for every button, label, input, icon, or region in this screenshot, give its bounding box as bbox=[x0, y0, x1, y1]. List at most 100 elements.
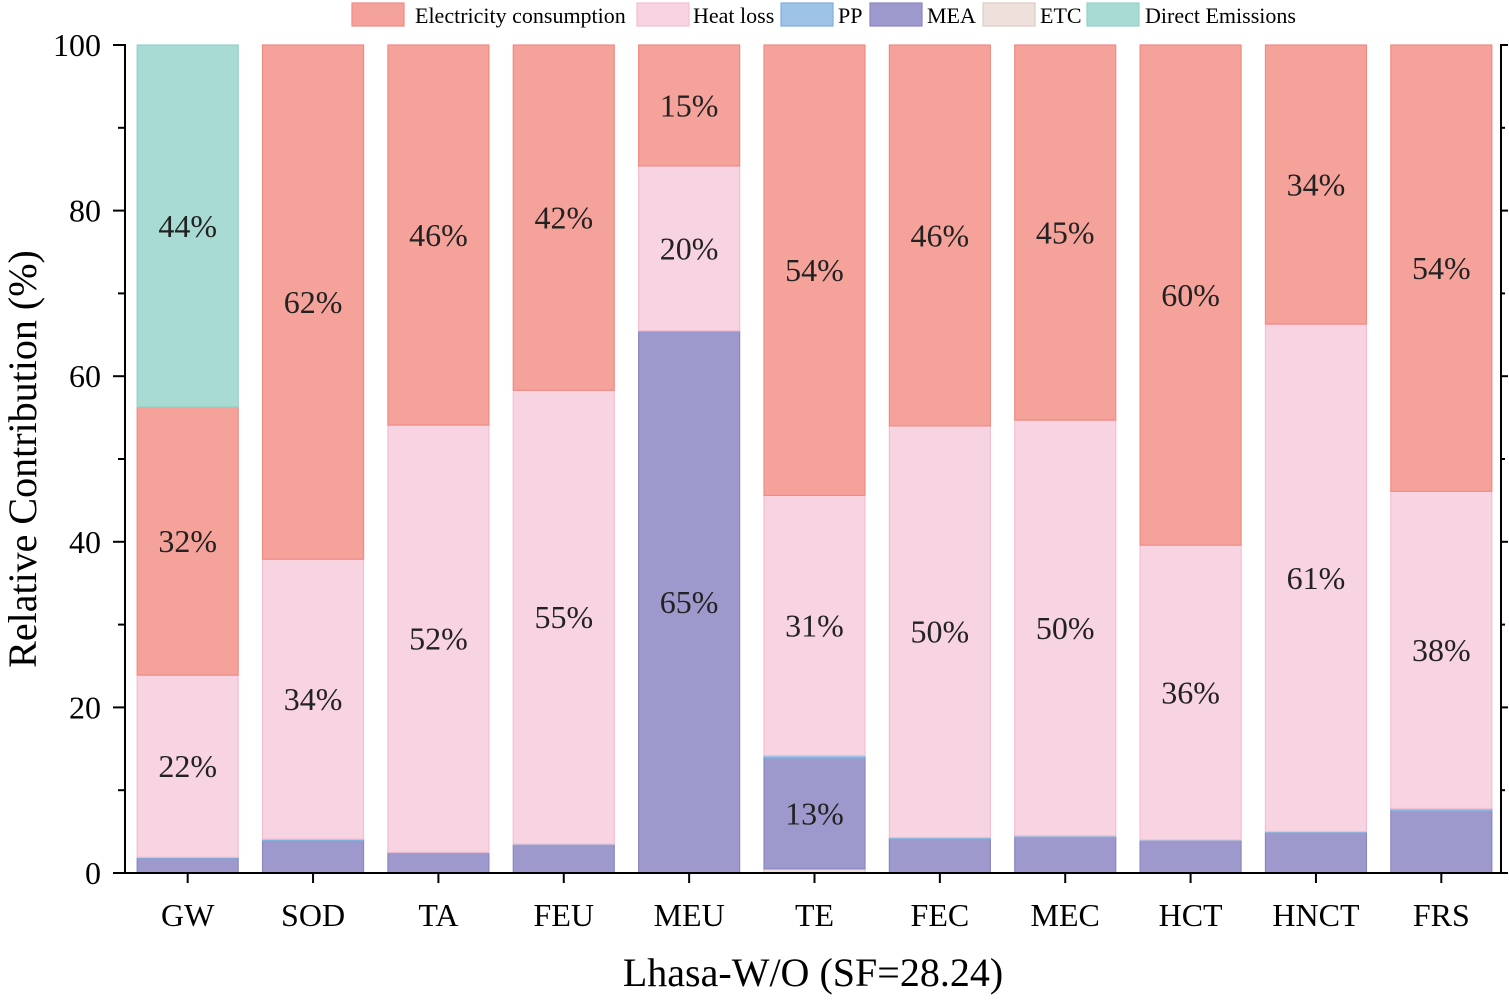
bar-segment-hct-mea bbox=[1139, 840, 1242, 874]
data-label-gw-direct-emissions: 44% bbox=[158, 208, 217, 244]
axis-ticks bbox=[113, 44, 1508, 883]
y-tick-label-20: 20 bbox=[69, 689, 101, 725]
x-tick-label-te: TE bbox=[795, 897, 834, 933]
legend-label-etc: ETC bbox=[1040, 3, 1082, 28]
bar-segment-frs-mea bbox=[1390, 810, 1493, 874]
y-tick-label-40: 40 bbox=[69, 524, 101, 560]
bar-segment-fec-mea bbox=[888, 838, 991, 874]
data-label-te-electricity-consumption: 54% bbox=[785, 252, 844, 288]
data-label-hnct-electricity-consumption: 34% bbox=[1287, 167, 1346, 203]
data-label-ta-heat-loss: 52% bbox=[409, 621, 468, 657]
legend-label-electricity-consumption: Electricity consumption bbox=[415, 3, 626, 28]
x-tick-label-fec: FEC bbox=[911, 897, 970, 933]
bar-segment-ta-heat-loss bbox=[387, 424, 490, 853]
bar-meu bbox=[638, 44, 741, 874]
bar-segment-sod-electricity-consumption bbox=[261, 44, 365, 560]
data-label-meu-mea: 65% bbox=[660, 584, 719, 620]
bar-segment-hct-heat-loss bbox=[1139, 544, 1242, 841]
bar-segment-gw-mea bbox=[136, 857, 239, 874]
bar-segment-ta-electricity-consumption bbox=[387, 44, 490, 426]
x-tick-label-gw: GW bbox=[161, 897, 215, 933]
bar-segment-gw-electricity-consumption bbox=[136, 406, 239, 676]
y-tick-label-0: 0 bbox=[85, 855, 101, 891]
data-label-feu-heat-loss: 55% bbox=[534, 599, 593, 635]
data-label-frs-electricity-consumption: 54% bbox=[1412, 250, 1471, 286]
legend-swatch-direct-emissions bbox=[1086, 2, 1140, 27]
bar-segment-meu-mea bbox=[638, 330, 741, 874]
data-label-frs-heat-loss: 38% bbox=[1412, 632, 1471, 668]
bar-segment-frs-heat-loss bbox=[1390, 490, 1493, 810]
bar-segment-mec-heat-loss bbox=[1014, 419, 1117, 837]
legend-label-heat-loss: Heat loss bbox=[693, 3, 774, 28]
data-label-feu-electricity-consumption: 42% bbox=[534, 200, 593, 236]
bar-fec bbox=[888, 44, 991, 874]
bar-segment-feu-electricity-consumption bbox=[512, 44, 615, 391]
bars bbox=[136, 44, 1493, 874]
bar-segment-feu-mea bbox=[512, 844, 615, 874]
legend-item-direct-emissions: Direct Emissions bbox=[1086, 2, 1296, 28]
legend-swatch-pp bbox=[780, 2, 834, 27]
bar-segment-gw-direct-emissions bbox=[136, 44, 239, 408]
legend-swatch-heat-loss bbox=[636, 2, 690, 27]
bar-frs bbox=[1390, 44, 1493, 874]
bar-segment-hct-electricity-consumption bbox=[1139, 44, 1242, 546]
bar-segment-sod-mea bbox=[261, 840, 365, 874]
bar-segment-feu-heat-loss bbox=[512, 389, 615, 845]
x-tick-label-sod: SOD bbox=[281, 897, 345, 933]
bar-hnct bbox=[1264, 44, 1368, 874]
legend-swatch-mea bbox=[869, 2, 923, 27]
x-tick-label-hnct: HNCT bbox=[1272, 897, 1360, 933]
data-label-sod-heat-loss: 34% bbox=[284, 681, 343, 717]
bar-segment-sod-heat-loss bbox=[261, 558, 365, 840]
data-label-fec-electricity-consumption: 46% bbox=[911, 217, 970, 253]
legend-item-mea: MEA bbox=[869, 2, 976, 28]
bar-segment-fec-electricity-consumption bbox=[888, 44, 991, 427]
bar-segment-frs-electricity-consumption bbox=[1390, 44, 1493, 492]
bar-hct bbox=[1139, 44, 1242, 874]
data-label-fec-heat-loss: 50% bbox=[911, 614, 970, 650]
legend-item-etc: ETC bbox=[982, 2, 1082, 28]
data-label-gw-heat-loss: 22% bbox=[158, 748, 217, 784]
legend-label-direct-emissions: Direct Emissions bbox=[1145, 3, 1296, 28]
legend-label-pp: PP bbox=[838, 3, 862, 28]
bar-segment-te-mea bbox=[763, 757, 866, 870]
data-label-sod-electricity-consumption: 62% bbox=[284, 284, 343, 320]
x-tick-label-hct: HCT bbox=[1159, 897, 1223, 933]
data-label-mec-heat-loss: 50% bbox=[1036, 610, 1095, 646]
bar-segment-ta-mea bbox=[387, 852, 490, 874]
bar-segment-te-heat-loss bbox=[763, 494, 866, 757]
x-tick-label-mec: MEC bbox=[1031, 897, 1100, 933]
data-label-ta-electricity-consumption: 46% bbox=[409, 217, 468, 253]
legend-item-electricity-consumption: Electricity consumption bbox=[351, 2, 626, 28]
data-label-meu-electricity-consumption: 15% bbox=[660, 87, 719, 123]
data-label-te-mea: 13% bbox=[785, 795, 844, 831]
x-tick-label-ta: TA bbox=[418, 897, 458, 933]
x-tick-labels: GW SOD TA FEU MEU TE FEC MEC HCT HNCT FRS bbox=[161, 897, 1470, 933]
data-label-te-heat-loss: 31% bbox=[785, 607, 844, 643]
y-tick-label-60: 60 bbox=[69, 358, 101, 394]
data-label-meu-heat-loss: 20% bbox=[660, 230, 719, 266]
bar-segment-gw-heat-loss bbox=[136, 674, 239, 858]
bar-segment-mec-electricity-consumption bbox=[1014, 44, 1117, 421]
bar-feu bbox=[512, 44, 615, 874]
x-tick-label-frs: FRS bbox=[1413, 897, 1470, 933]
bar-mec bbox=[1014, 44, 1117, 874]
y-tick-label-100: 100 bbox=[53, 27, 101, 63]
y-tick-labels: 0 20 40 60 80 100 bbox=[53, 27, 101, 891]
bar-segment-meu-electricity-consumption bbox=[638, 44, 741, 167]
data-label-hnct-heat-loss: 61% bbox=[1287, 560, 1346, 596]
bar-segment-hnct-electricity-consumption bbox=[1264, 44, 1368, 325]
bar-segment-hnct-mea bbox=[1264, 831, 1368, 874]
legend-item-pp: PP bbox=[780, 2, 862, 28]
bar-te bbox=[763, 44, 866, 874]
data-label-hct-heat-loss: 36% bbox=[1161, 675, 1220, 711]
data-label-gw-electricity-consumption: 32% bbox=[158, 523, 217, 559]
y-tick-label-80: 80 bbox=[69, 193, 101, 229]
bar-ta bbox=[387, 44, 490, 874]
legend-swatch-electricity-consumption bbox=[351, 2, 405, 27]
legend-item-heat-loss: Heat loss bbox=[636, 2, 774, 28]
bar-segment-mec-mea bbox=[1014, 836, 1117, 874]
data-label-hct-electricity-consumption: 60% bbox=[1161, 277, 1220, 313]
data-labels: 22% 32% 44% 34% 62% 52% 46% 55% 42% 65% 20% 15% 13% 3… bbox=[158, 87, 1470, 831]
